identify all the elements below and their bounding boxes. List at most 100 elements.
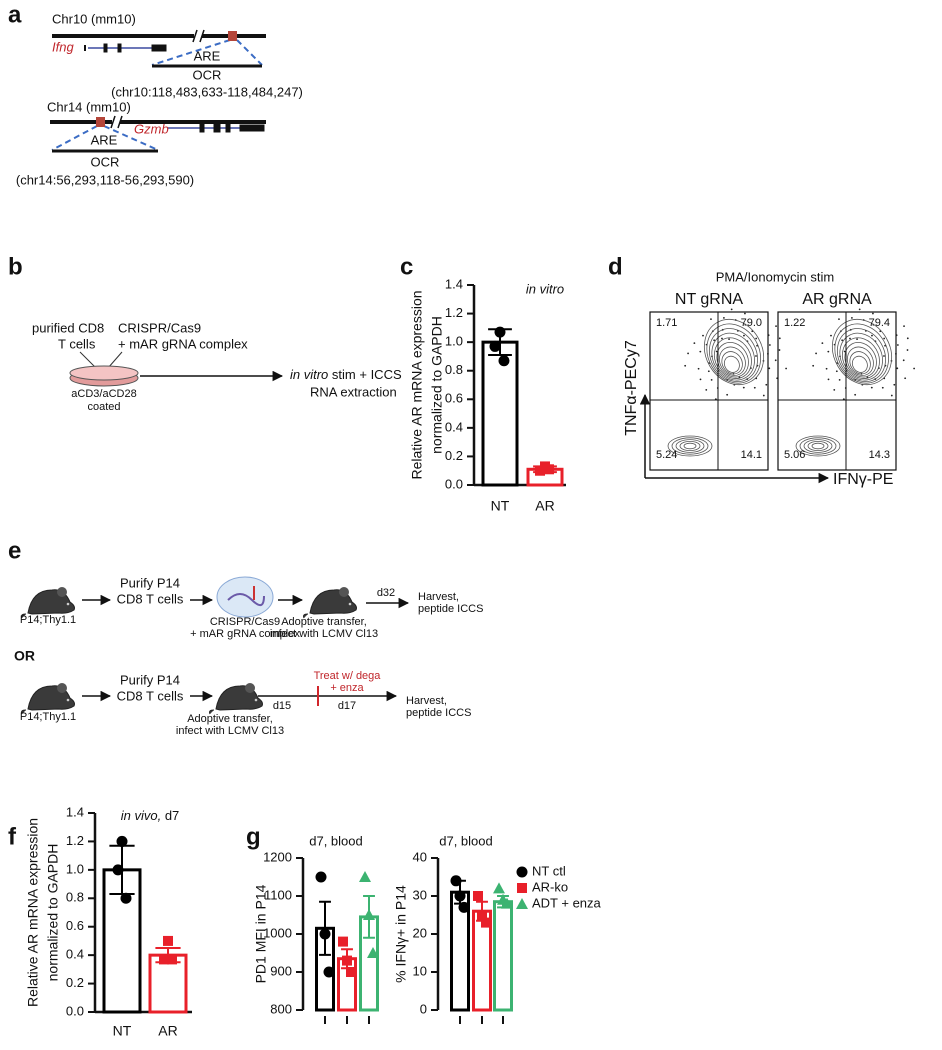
event-dot (890, 394, 893, 397)
gene-name: Ifng (52, 39, 74, 54)
chart-title: in vitro (526, 281, 564, 296)
y-tick-label: 900 (270, 963, 292, 978)
event-dot (774, 359, 777, 362)
event-dot (895, 334, 898, 337)
event-dot (838, 378, 841, 381)
step-text: T cells (58, 336, 96, 351)
gene-name: Gzmb (134, 121, 169, 136)
plot-title: AR gRNA (802, 291, 872, 308)
event-dot (768, 344, 771, 346)
contour (844, 341, 877, 378)
event-dot (815, 352, 817, 355)
event-dot (699, 350, 702, 353)
step-text: P14;Thy1.1 (20, 614, 76, 626)
y-tick-label: 0.8 (66, 890, 84, 905)
quadrant-value: 1.71 (656, 317, 677, 329)
data-point (163, 935, 173, 946)
event-dot (767, 334, 770, 337)
step-text: infect with LCMV Cl13 (176, 725, 284, 737)
chart-title: d7, blood (309, 833, 363, 848)
contour (795, 435, 841, 457)
event-dot (705, 389, 708, 391)
plot-title: NT gRNA (675, 291, 743, 308)
step-text: CRISPR/Cas9 (118, 320, 201, 335)
event-dot (906, 337, 909, 340)
element-label: ARE (91, 132, 118, 147)
step-text: in vitro (290, 367, 328, 382)
event-dot (835, 370, 838, 373)
y-axis-title: PD1 MFI in P14 (253, 884, 269, 983)
event-dot (755, 337, 758, 340)
data-point (473, 891, 483, 901)
y-tick-label: 0.6 (445, 391, 463, 406)
y-tick-label: 0.2 (445, 448, 463, 463)
step-text: purified CD8 (32, 320, 104, 335)
quadrant-value: 5.24 (656, 449, 677, 461)
y-tick-label: 800 (270, 1001, 292, 1016)
event-dot (896, 367, 899, 370)
x-tick-label: AR (158, 1023, 177, 1039)
contour (831, 318, 893, 386)
panel-label: b (8, 253, 23, 280)
step-text: aCD3/aCD28 (71, 388, 136, 400)
or-label: OR (14, 648, 35, 664)
data-point (342, 955, 352, 966)
data-point (346, 967, 356, 977)
y-tick-label: 0.2 (66, 975, 84, 990)
contour (711, 332, 755, 381)
data-point (120, 892, 132, 904)
event-dot (744, 312, 746, 315)
step-text: in vitro stim + ICCS (290, 367, 402, 382)
chromosome: Chr10 (mm10) (52, 11, 136, 26)
event-dot (812, 364, 815, 367)
step-text: P14;Thy1.1 (20, 711, 76, 723)
y-tick-label: 1.4 (445, 276, 463, 291)
event-dot (833, 389, 836, 391)
y-tick-label: 0.8 (445, 362, 463, 377)
event-dot (854, 393, 857, 396)
step-text: + mAR gRNA complex (118, 336, 248, 351)
region-label: OCR (91, 154, 120, 169)
data-point (323, 966, 335, 978)
bar (493, 900, 513, 1012)
event-dot (821, 342, 824, 345)
event-dot (721, 337, 723, 340)
event-dot (775, 325, 777, 328)
event-dot (827, 350, 830, 353)
data-point (116, 835, 128, 847)
crispr-icon (216, 576, 274, 618)
element-label: ARE (194, 48, 221, 63)
data-point (450, 875, 462, 887)
contour (811, 442, 825, 450)
contour (849, 351, 871, 375)
quadrant-value: 79.4 (869, 317, 890, 329)
event-dot (856, 338, 858, 341)
y-tick-label: 0.4 (445, 419, 463, 434)
event-dot (871, 334, 873, 337)
contour (708, 328, 758, 382)
data-point (363, 909, 375, 920)
dish-icon (69, 351, 139, 387)
quadrant-value: 1.22 (784, 317, 805, 329)
mouse-icon (303, 586, 357, 619)
step-text: Harvest, (418, 591, 459, 603)
quadrant-value: 79.0 (741, 317, 762, 329)
contour (671, 437, 709, 455)
event-dot (713, 339, 716, 342)
mouse-icon (209, 682, 263, 715)
data-point (167, 954, 177, 965)
data-point (501, 897, 513, 909)
y-tick-label: 0.4 (66, 947, 84, 962)
plot-frame (777, 311, 897, 471)
panel-label: g (246, 823, 261, 850)
event-dot (723, 317, 725, 319)
plot-frame (649, 311, 769, 471)
step-text: CD8 T cells (117, 688, 184, 703)
x-tick-label: AR (535, 498, 554, 514)
x-tick-label: NT (491, 498, 510, 514)
region-label: OCR (193, 67, 222, 82)
y-axis-title: Relative AR mRNA expression (25, 818, 41, 1007)
event-dot (896, 344, 899, 346)
error-bar (319, 900, 331, 956)
coordinates: (chr10:118,483,633-118,484,247) (111, 84, 303, 99)
